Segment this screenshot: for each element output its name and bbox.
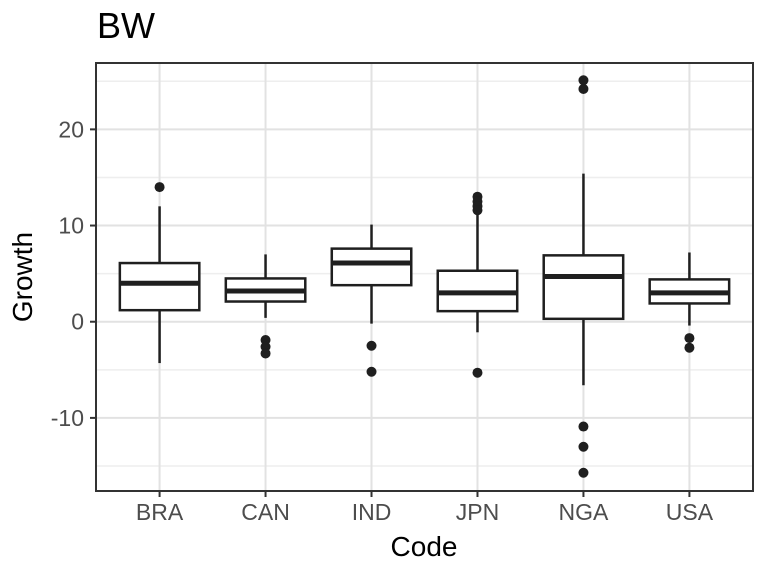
x-tick-label: NGA [559,499,610,525]
box-group-IND [330,224,413,377]
axis-layer: -10 0 10 20 BRA CAN IND JPN NGA USA [51,116,714,525]
y-tick-label: -10 [51,405,84,431]
y-tick-label: 10 [58,213,84,239]
outlier-point [684,342,695,353]
chart-title: BW [97,5,155,46]
box-group-BRA [118,182,201,364]
outlier-point [578,83,589,94]
x-tick-label: BRA [136,499,184,525]
box-group-USA [648,252,731,353]
outlier-point [472,205,483,216]
x-axis-title: Code [391,531,458,562]
box-layer [118,75,731,478]
outlier-point [578,467,589,478]
y-tick-label: 0 [71,309,84,335]
box [118,261,201,312]
box [542,254,625,321]
outlier-point [260,348,271,359]
x-tick-label: USA [666,499,714,525]
outlier-point [366,366,377,377]
x-tick-label: IND [352,499,392,525]
box-group-NGA [542,75,625,478]
panel-background [96,63,753,491]
y-tick-label: 20 [58,116,84,142]
outlier-point [578,421,589,432]
outlier-point [578,75,589,86]
box-group-JPN [436,191,519,378]
outlier-point [578,441,589,452]
box [330,247,413,287]
outlier-point [684,333,695,344]
panel-border [95,62,754,492]
panel-frame-layer [95,62,754,492]
x-tick-label: JPN [456,499,499,525]
outlier-point [366,340,377,351]
outlier-point [154,182,165,193]
box-group-CAN [224,254,307,359]
y-axis-title: Growth [7,232,38,322]
outlier-point [472,367,483,378]
x-tick-label: CAN [241,499,290,525]
